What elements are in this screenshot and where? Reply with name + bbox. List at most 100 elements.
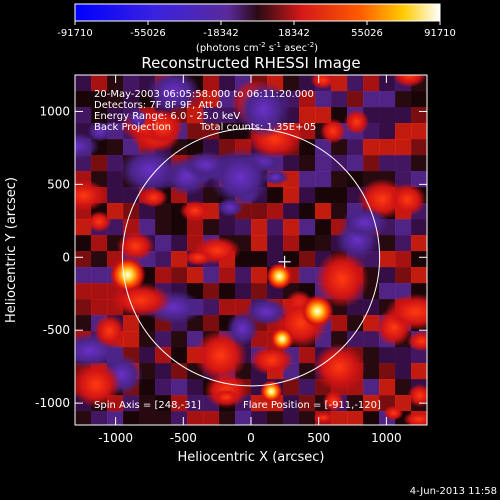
heatmap-cell bbox=[395, 251, 412, 268]
heatmap-cell bbox=[107, 91, 124, 108]
heatmap-cell bbox=[187, 411, 204, 425]
heatmap-cell bbox=[363, 411, 380, 425]
heatmap-cell bbox=[91, 283, 108, 300]
heatmap-cell bbox=[171, 331, 188, 348]
heatmap-cell bbox=[235, 283, 252, 300]
x-tick-label: -500 bbox=[170, 431, 197, 445]
heatmap-blob bbox=[313, 412, 334, 424]
heatmap-cell bbox=[75, 235, 92, 252]
heatmap-cell bbox=[315, 187, 332, 204]
heatmap-cell bbox=[123, 411, 140, 425]
heatmap-cell bbox=[331, 187, 348, 204]
heatmap-blob bbox=[385, 293, 427, 331]
heatmap-cell bbox=[155, 219, 172, 236]
heatmap-cell bbox=[187, 123, 204, 140]
heatmap-cell bbox=[347, 395, 364, 412]
y-tick-label: 1000 bbox=[39, 104, 70, 118]
heatmap-cell bbox=[379, 251, 396, 268]
heatmap-cell bbox=[267, 203, 284, 220]
heatmap-cell bbox=[283, 75, 300, 92]
heatmap-cell bbox=[139, 219, 156, 236]
heatmap-cell bbox=[75, 75, 92, 92]
source-blob bbox=[109, 256, 146, 293]
heatmap-cell bbox=[219, 411, 236, 425]
heatmap-cell bbox=[267, 235, 284, 252]
x-tick-label: -1000 bbox=[98, 431, 133, 445]
heatmap-cell bbox=[235, 219, 252, 236]
heatmap-cell bbox=[139, 411, 156, 425]
heatmap-cell bbox=[283, 251, 300, 268]
heatmap-cell bbox=[411, 171, 427, 188]
heatmap-cell bbox=[123, 203, 140, 220]
heatmap-cell bbox=[219, 219, 236, 236]
heatmap-cell bbox=[251, 219, 268, 236]
heatmap-cell bbox=[155, 203, 172, 220]
heatmap-cell bbox=[139, 331, 156, 348]
heatmap-blob bbox=[236, 81, 291, 139]
heatmap-cell bbox=[395, 123, 412, 140]
heatmap-blob bbox=[146, 75, 201, 113]
heatmap-blob bbox=[212, 388, 240, 406]
source-blob bbox=[260, 380, 283, 403]
heatmap-cell bbox=[315, 155, 332, 172]
heatmap-cell bbox=[123, 91, 140, 108]
heatmap-cell bbox=[363, 91, 380, 108]
heatmap-blob bbox=[116, 231, 155, 261]
heatmap-cell bbox=[171, 347, 188, 364]
heatmap-blob bbox=[86, 211, 112, 233]
heatmap-blob bbox=[142, 108, 184, 146]
heatmap-cell bbox=[155, 235, 172, 252]
colorbar-tick-label: 18342 bbox=[278, 28, 310, 39]
heatmap-cell bbox=[299, 267, 316, 284]
heatmap-cell bbox=[363, 155, 380, 172]
heatmap-cell bbox=[395, 155, 412, 172]
heatmap-cell bbox=[171, 395, 188, 412]
heatmap-cell bbox=[75, 315, 92, 332]
heatmap-cell bbox=[347, 331, 364, 348]
heatmap-blob bbox=[179, 200, 211, 222]
heatmap-blob bbox=[75, 179, 107, 212]
heatmap-cell bbox=[379, 235, 396, 252]
spin-axis-marker bbox=[278, 255, 291, 268]
heatmap-cell bbox=[299, 91, 316, 108]
colorbar-tick-label: -55026 bbox=[130, 28, 165, 39]
heatmap-blob bbox=[310, 75, 336, 90]
heatmap-cell bbox=[363, 395, 380, 412]
heatmap-cell bbox=[379, 379, 396, 396]
heatmap-cell bbox=[299, 123, 316, 140]
heatmap-cell bbox=[299, 219, 316, 236]
heatmap-cell bbox=[363, 75, 380, 92]
heatmap-cell bbox=[283, 187, 300, 204]
heatmap-cell bbox=[267, 411, 284, 425]
heatmap-cell bbox=[91, 299, 108, 316]
heatmap-blob bbox=[383, 405, 404, 421]
heatmap-cell bbox=[411, 155, 427, 172]
heatmap-cell bbox=[107, 139, 124, 156]
heatmap-cell bbox=[395, 219, 412, 236]
colorbar-unit-label: (photons cm-2 s-1 asec-2) bbox=[196, 41, 318, 54]
heatmap-cell bbox=[107, 107, 124, 124]
heatmap-cell bbox=[155, 267, 172, 284]
heatmap-cell bbox=[411, 363, 427, 380]
heatmap-cell bbox=[347, 171, 364, 188]
heatmap-cell bbox=[251, 283, 268, 300]
heatmap-cell bbox=[411, 219, 427, 236]
heatmap-cell bbox=[379, 347, 396, 364]
x-tick-label: 500 bbox=[307, 431, 330, 445]
annotation-spin-axis: Spin Axis = [248,-31] bbox=[94, 400, 201, 411]
heatmap-cell bbox=[379, 283, 396, 300]
heatmap-cell bbox=[123, 315, 140, 332]
heatmap-cell bbox=[219, 267, 236, 284]
heatmap-cell bbox=[171, 379, 188, 396]
heatmap-cell bbox=[203, 219, 220, 236]
heatmap-cell bbox=[299, 347, 316, 364]
source-blob bbox=[301, 295, 334, 328]
heatmap-cell bbox=[283, 155, 300, 172]
heatmap-cell bbox=[411, 235, 427, 252]
heatmap-cell bbox=[139, 347, 156, 364]
heatmap-cell bbox=[203, 315, 220, 332]
heatmap-blob bbox=[315, 249, 369, 309]
heatmap-cell bbox=[75, 267, 92, 284]
heatmap-cell bbox=[107, 75, 124, 92]
heatmap-cell bbox=[155, 395, 172, 412]
